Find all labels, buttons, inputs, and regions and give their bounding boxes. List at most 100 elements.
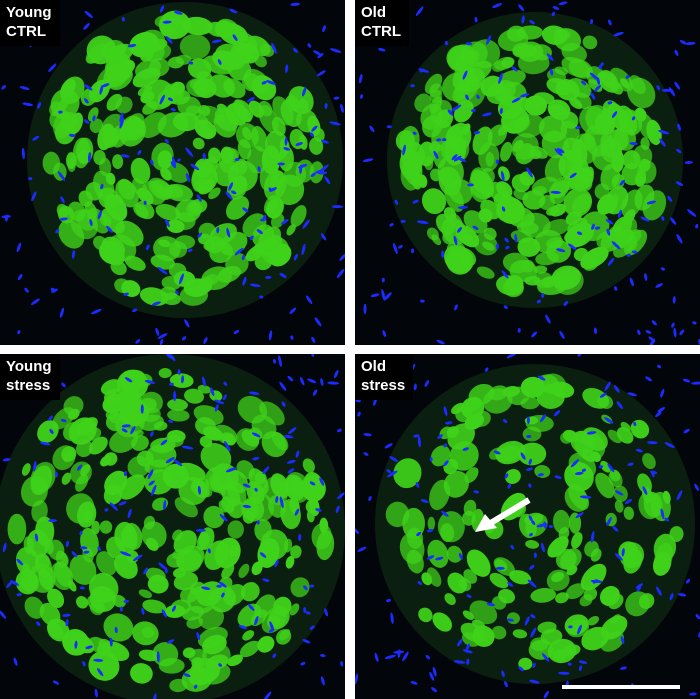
- nucleus: [156, 651, 160, 663]
- muscle-fiber: [547, 536, 569, 558]
- nucleus: [218, 581, 227, 588]
- muscle-fiber: [561, 43, 587, 63]
- nucleus: [127, 508, 132, 519]
- nucleus: [265, 275, 272, 279]
- muscle-fiber: [553, 267, 584, 295]
- muscle-fiber: [270, 213, 285, 229]
- nucleus: [150, 159, 154, 166]
- nucleus: [541, 293, 545, 298]
- nucleus: [355, 673, 359, 685]
- muscle-fiber: [587, 615, 600, 626]
- nucleus: [71, 551, 78, 558]
- nucleus: [503, 305, 508, 310]
- muscle-fiber: [105, 172, 116, 185]
- nucleus: [606, 517, 612, 526]
- nucleus: [374, 652, 379, 662]
- muscle-fiber: [224, 50, 245, 70]
- nucleus: [476, 94, 480, 100]
- nucleus: [61, 382, 66, 388]
- muscle-fiber: [613, 234, 637, 258]
- nucleus: [655, 283, 663, 288]
- muscle-fiber: [289, 603, 300, 616]
- muscle-fiber: [480, 75, 504, 97]
- muscle-fiber: [640, 137, 650, 151]
- nucleus: [514, 234, 518, 243]
- nucleus: [256, 229, 263, 235]
- nucleus: [324, 176, 331, 185]
- muscle-fiber: [265, 130, 289, 161]
- nucleus: [650, 470, 655, 478]
- muscle-fiber: [56, 203, 69, 218]
- muscle-fiber: [511, 133, 539, 160]
- nucleus: [145, 244, 150, 251]
- nucleus: [249, 391, 260, 395]
- nucleus: [575, 126, 581, 130]
- nucleus: [504, 473, 509, 479]
- muscle-fiber: [461, 233, 474, 246]
- nucleus: [130, 426, 136, 435]
- nucleus: [692, 321, 697, 325]
- nucleus: [591, 223, 595, 230]
- nucleus: [648, 336, 656, 343]
- nucleus: [99, 85, 104, 95]
- muscle-fiber: [125, 113, 145, 134]
- muscle-fiber: [555, 549, 577, 570]
- nucleus: [123, 599, 130, 603]
- nucleus: [563, 301, 568, 307]
- nucleus: [486, 35, 492, 45]
- nucleus: [427, 528, 434, 533]
- nucleus: [159, 339, 164, 345]
- nucleus: [331, 205, 344, 209]
- nucleus: [254, 487, 258, 492]
- nucleus: [163, 500, 167, 510]
- muscle-fiber: [179, 587, 199, 603]
- nucleus: [528, 458, 532, 465]
- nucleus: [96, 668, 104, 677]
- muscle-fiber: [569, 97, 583, 109]
- nucleus: [157, 333, 168, 339]
- nucleus: [16, 593, 22, 597]
- muscle-fiber: [89, 118, 104, 133]
- nucleus: [119, 606, 123, 612]
- nucleus: [62, 613, 71, 617]
- muscle-fiber: [228, 160, 258, 192]
- nucleus: [283, 435, 294, 439]
- nucleus: [453, 235, 458, 246]
- nucleus: [657, 364, 662, 369]
- nucleus: [74, 640, 78, 649]
- nucleus: [659, 138, 666, 147]
- nucleus: [506, 618, 514, 622]
- nucleus: [160, 439, 168, 446]
- muscle-fiber: [530, 587, 557, 603]
- nucleus: [311, 125, 318, 132]
- nucleus: [298, 533, 302, 541]
- muscle-fiber: [198, 605, 225, 630]
- nucleus: [278, 355, 282, 367]
- nucleus: [417, 436, 421, 448]
- nucleus: [106, 225, 113, 233]
- nucleus: [510, 544, 515, 550]
- nucleus: [55, 229, 60, 234]
- nucleus: [504, 237, 509, 243]
- muscle-fiber: [101, 208, 125, 234]
- nucleus: [311, 336, 316, 343]
- nucleus: [413, 383, 417, 391]
- nucleus: [507, 483, 512, 489]
- nucleus: [436, 138, 442, 142]
- nucleus: [526, 167, 533, 178]
- nucleus: [381, 289, 386, 301]
- nucleus: [248, 604, 255, 611]
- nucleus: [16, 242, 22, 253]
- muscle-fiber: [178, 476, 208, 505]
- muscle-fiber: [283, 538, 293, 553]
- nucleus: [674, 49, 679, 57]
- nucleus: [226, 227, 231, 238]
- muscle-fiber: [109, 428, 139, 453]
- nucleus: [472, 225, 479, 230]
- nucleus: [214, 399, 225, 405]
- nucleus: [695, 224, 699, 229]
- nucleus: [233, 330, 240, 335]
- nucleus: [299, 376, 305, 386]
- muscle-fiber: [553, 509, 571, 534]
- muscle-fiber: [447, 572, 467, 594]
